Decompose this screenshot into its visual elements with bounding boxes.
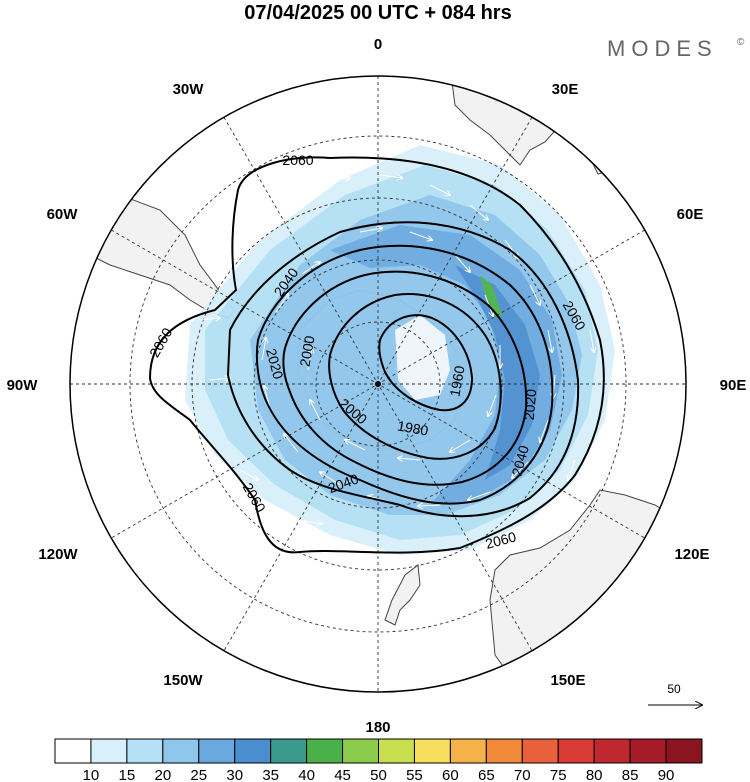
colorbar-label: 35	[262, 767, 279, 782]
colorbar-label: 80	[586, 767, 603, 782]
south-pole-marker	[375, 381, 381, 387]
colorbar-swatch	[54, 738, 92, 764]
colorbar-swatch	[378, 738, 415, 764]
map-boundary	[69, 75, 687, 693]
reference-vector-label: 50	[667, 682, 681, 696]
lon-label-180: 180	[365, 719, 390, 736]
colorbar-swatch	[593, 738, 631, 764]
colorbar-swatch	[413, 738, 451, 764]
colorbar-label: 90	[658, 767, 675, 782]
contour-2040	[226, 221, 580, 518]
colorbar-swatch	[198, 738, 236, 764]
contour-label: 1980	[396, 417, 430, 438]
wind-vectors	[199, 175, 594, 524]
contour-label: 2040	[508, 443, 532, 477]
height-contours	[148, 156, 605, 554]
colorbar-label: 10	[83, 767, 100, 782]
reference-vector: 50	[648, 682, 702, 705]
colorbar-swatch	[126, 738, 164, 764]
colorbar-swatch	[90, 738, 128, 764]
colorbar-swatch	[162, 738, 200, 764]
colorbar-swatch	[270, 738, 308, 764]
contour-label: 2060	[484, 528, 518, 552]
wind-band-35	[455, 265, 540, 480]
contour-label: 2000	[296, 334, 317, 368]
lon-label-150w: 150W	[163, 672, 203, 689]
wind-band-hole	[395, 315, 450, 400]
colorbar-swatch	[234, 738, 272, 764]
modes-logo: MODES ©	[607, 36, 745, 61]
map-title: 07/04/2025 00 UTC + 084 hrs	[244, 2, 511, 24]
colorbar-label: 40	[298, 767, 315, 782]
contour-label: 2020	[263, 347, 287, 381]
contour-2020	[255, 244, 554, 505]
colorbar-label: 45	[334, 767, 351, 782]
colorbar-label: 20	[154, 767, 171, 782]
colorbar-label: 85	[622, 767, 639, 782]
colorbar-swatch	[485, 738, 523, 764]
colorbar-label: 50	[370, 767, 387, 782]
longitude-labels: 0 30E 60E 90E 120E 150E 180 150W 120W 90…	[7, 36, 747, 736]
contour-label: 2060	[282, 152, 313, 168]
colorbar-label: 65	[478, 767, 495, 782]
lon-label-120e: 120E	[674, 546, 709, 563]
map-disk: 2060 2060 2060 2060 2060 2040 2040 2040 …	[70, 76, 686, 692]
lon-label-120w: 120W	[38, 546, 78, 563]
logo-mark: ©	[737, 37, 745, 48]
contour-1960	[378, 314, 474, 412]
wind-band-45	[480, 275, 502, 318]
contour-2000	[282, 270, 528, 486]
lon-label-0: 0	[374, 36, 382, 53]
colorbar: 10 15 20 25 30 35 40 45 50 55 60 65 70 75 80 85 90	[54, 738, 703, 782]
colorbar-swatch	[521, 738, 559, 764]
colorbar-label: 75	[550, 767, 567, 782]
colorbar-swatch	[306, 738, 344, 764]
lon-label-150e: 150E	[550, 672, 585, 689]
colorbar-label: 60	[442, 767, 459, 782]
colorbar-label: 70	[514, 767, 531, 782]
lon-label-60w: 60W	[47, 206, 79, 223]
colorbar-swatch	[665, 738, 703, 764]
lon-label-60e: 60E	[677, 206, 704, 223]
colorbar-swatch	[449, 738, 487, 764]
colorbar-swatch	[342, 738, 379, 764]
contour-2060	[148, 156, 605, 554]
contour-1980	[328, 293, 502, 460]
lon-label-90w: 90W	[7, 377, 39, 394]
contour-label: 2020	[521, 388, 540, 421]
lon-label-30w: 30W	[173, 81, 205, 98]
colorbar-label: 30	[226, 767, 243, 782]
colorbar-label: 15	[119, 767, 136, 782]
land-new-zealand	[384, 564, 421, 626]
lon-label-90e: 90E	[720, 377, 747, 394]
colorbar-label: 55	[406, 767, 423, 782]
colorbar-label: 25	[190, 767, 207, 782]
colorbar-swatch	[557, 738, 595, 764]
logo-text: MODES	[607, 36, 718, 61]
contour-label: 1960	[446, 364, 467, 398]
colorbar-swatch	[629, 738, 667, 764]
lon-label-30e: 30E	[552, 81, 579, 98]
